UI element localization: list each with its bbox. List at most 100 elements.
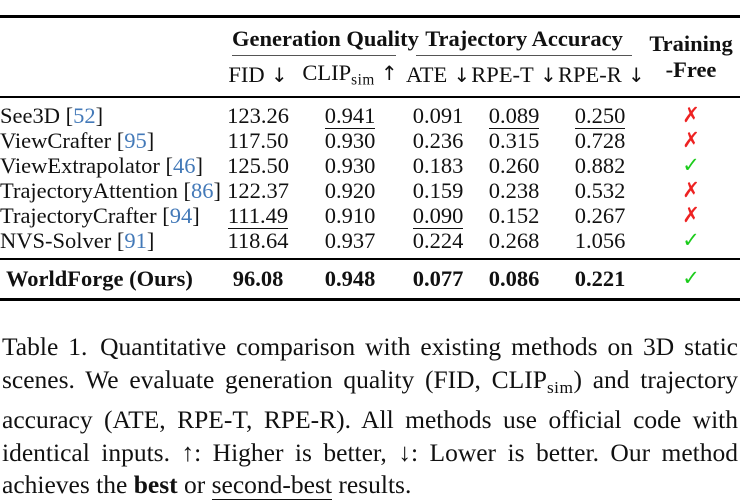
metric-value-text: 117.50 <box>227 128 289 154</box>
results-table: Generation Quality Trajectory Accuracy T… <box>0 15 740 302</box>
down-arrow-icon: ↓ <box>621 63 645 87</box>
metric-value: 111.49 <box>222 203 294 230</box>
column-header-clip: CLIPsim ↑ <box>294 56 406 99</box>
group-header-generation-quality: Generation Quality <box>222 17 419 56</box>
group-header-label: Trajectory Accuracy <box>416 25 633 56</box>
metric-value-text: 0.941 <box>324 103 376 130</box>
metric-value: 0.948 <box>294 258 406 300</box>
metric-value-text: 0.260 <box>488 153 540 179</box>
metric-value-text: 123.26 <box>227 103 289 129</box>
metric-value: 122.37 <box>222 178 294 203</box>
citation-link[interactable]: 46 <box>172 153 196 179</box>
metric-value-text: 0.077 <box>412 266 464 292</box>
training-free-line2: -Free <box>665 57 717 83</box>
table-row: ViewExtrapolator [46] 125.50 0.930 0.183 0.2… <box>0 153 740 178</box>
caption-segment: sim <box>546 377 574 397</box>
metric-value-text: 118.64 <box>227 228 289 254</box>
metric-value: 0.224 <box>406 228 470 259</box>
method-name: ViewExtrapolator [46] <box>0 153 203 179</box>
metric-value-text: 0.948 <box>324 266 376 292</box>
caption-segment: second-best <box>211 470 332 501</box>
metric-value-text: 122.37 <box>227 178 289 204</box>
column-header-training-free: Training -Free <box>642 16 740 99</box>
column-header-rpe-t: RPE-T ↓ <box>470 56 558 99</box>
training-free-line1: Training <box>649 31 733 57</box>
citation-link[interactable]: 86 <box>191 178 214 204</box>
group-header-row: Generation Quality Trajectory Accuracy T… <box>0 16 740 99</box>
metric-value: 0.077 <box>406 258 470 300</box>
metric-value-text: 125.50 <box>227 153 289 179</box>
metric-value: 125.50 <box>222 153 294 178</box>
group-header-trajectory-accuracy: Trajectory Accuracy <box>406 17 642 56</box>
metric-value: 117.50 <box>222 128 294 153</box>
metric-value-text: 0.268 <box>488 228 540 254</box>
metric-value: 123.26 <box>222 97 294 128</box>
column-header-subscript: sim <box>351 71 375 89</box>
metric-value: 0.183 <box>406 153 470 178</box>
table-body: See3D [52] 123.26 0.941 0.091 0.089 0.250 ✗ Vie… <box>0 97 740 259</box>
metric-value: 0.238 <box>470 178 558 203</box>
caption-segment: or <box>177 470 212 500</box>
method-name: TrajectoryAttention [86] <box>0 178 222 204</box>
metric-value: 0.236 <box>406 128 470 153</box>
metric-value-text: 0.086 <box>488 266 540 292</box>
metric-value-text: 0.090 <box>412 203 464 230</box>
table-row: TrajectoryAttention [86] 122.37 0.920 0.159… <box>0 178 740 203</box>
metric-value: 0.089 <box>470 97 558 130</box>
table-row: See3D [52] 123.26 0.941 0.091 0.089 0.250 ✗ <box>0 97 740 130</box>
metric-value: 0.930 <box>294 153 406 178</box>
metric-value-text: 111.49 <box>227 203 289 230</box>
check-icon: ✓ <box>682 228 700 253</box>
metric-value-text: 0.532 <box>574 178 626 204</box>
metric-value-text: 0.728 <box>574 128 626 154</box>
metric-value: 0.152 <box>470 203 558 228</box>
metric-value: 0.260 <box>470 153 558 178</box>
metric-value: 0.091 <box>406 97 470 128</box>
metric-value-text: 0.267 <box>574 203 626 229</box>
check-icon: ✓ <box>682 153 700 178</box>
metric-value: 0.930 <box>294 128 406 153</box>
citation-link[interactable]: 91 <box>124 228 147 254</box>
caption-segment: ) and trajectory accuracy (ATE, RPE-T, R… <box>2 364 738 500</box>
metric-value: 96.08 <box>222 258 294 300</box>
metric-value-text: 0.937 <box>324 228 376 254</box>
method-name: See3D [52] <box>0 103 104 129</box>
metric-value-text: 0.882 <box>574 153 626 179</box>
metric-value-text: 96.08 <box>232 266 284 292</box>
citation-link[interactable]: 94 <box>169 203 193 229</box>
metric-value-text: 0.238 <box>488 178 540 204</box>
metric-value-text: 0.250 <box>574 103 626 130</box>
metric-value: 0.159 <box>406 178 470 203</box>
metric-value: 1.056 <box>558 228 642 259</box>
column-header-fid: FID ↓ <box>222 56 294 99</box>
method-name: WorldForge (Ours) <box>0 258 222 300</box>
citation-link[interactable]: 52 <box>73 103 96 129</box>
metric-value: 0.250 <box>558 97 642 130</box>
method-column-header-empty <box>0 56 222 99</box>
down-arrow-icon: ↓ <box>264 63 288 87</box>
metric-value-text: 0.152 <box>488 203 540 229</box>
citation-link[interactable]: 95 <box>124 128 147 154</box>
metric-value: 0.937 <box>294 228 406 259</box>
method-column-header-empty <box>0 17 222 57</box>
down-arrow-icon: ↓ <box>533 63 557 87</box>
metric-value-text: 0.315 <box>488 128 540 154</box>
check-icon: ✓ <box>642 258 740 300</box>
group-header-label: Generation Quality <box>232 25 419 56</box>
cross-icon: ✗ <box>682 128 700 153</box>
metric-value-text: 0.183 <box>412 153 464 179</box>
metric-value: 0.882 <box>558 153 642 178</box>
metric-value: 0.315 <box>470 128 558 153</box>
table-row: TrajectoryCrafter [94] 111.49 0.910 0.090 0.… <box>0 203 740 230</box>
metric-value: 0.532 <box>558 178 642 203</box>
cross-icon: ✗ <box>682 203 700 228</box>
method-name: NVS-Solver [91] <box>0 228 155 254</box>
cross-icon: ✗ <box>682 103 700 128</box>
metric-value: 0.221 <box>558 258 643 300</box>
metric-value: 0.920 <box>294 178 406 203</box>
method-name: TrajectoryCrafter [94] <box>0 203 200 229</box>
table-row: NVS-Solver [91] 118.64 0.937 0.224 0.268 1.05… <box>0 228 740 259</box>
ours-table-row: WorldForge (Ours) 96.08 0.948 0.077 0.086 0.2… <box>0 258 740 300</box>
metric-value-text: 0.089 <box>488 103 540 130</box>
